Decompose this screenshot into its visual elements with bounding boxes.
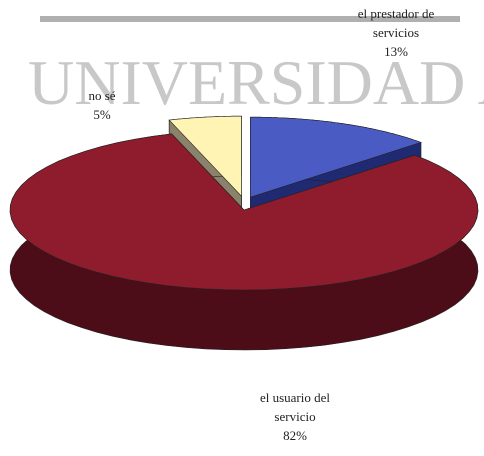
slice [9, 133, 479, 291]
slice [250, 116, 422, 198]
value-label: 82% [283, 428, 307, 443]
category-label: el prestador de servicios [357, 6, 435, 40]
slice-label: no sé 5% [72, 86, 132, 124]
value-label: 5% [93, 107, 111, 122]
value-label: 13% [384, 44, 408, 59]
slice-label: el usuario del servicio 82% [243, 388, 347, 445]
category-label: no sé [88, 88, 116, 103]
slice [168, 115, 242, 197]
category-label: el usuario del servicio [259, 390, 331, 424]
top-bar [40, 16, 460, 22]
watermark: UNIVERSIDAD A [28, 47, 484, 118]
slice-label: el prestador de servicios 13% [336, 4, 456, 61]
